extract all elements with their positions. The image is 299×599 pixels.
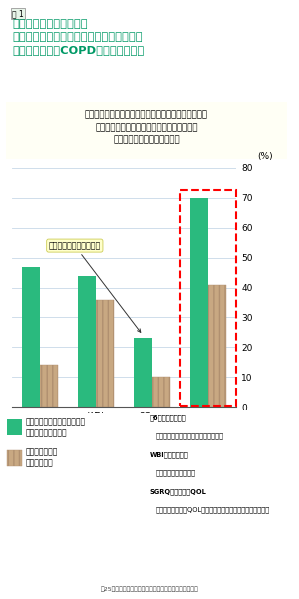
Text: 呼吸リハビりにおける、
ノルディック・ウォーキングと通常歩行の
改善率の比較（COPD患者さん対象）: 呼吸リハビりにおける、 ノルディック・ウォーキングと通常歩行の 改善率の比較（C… bbox=[12, 19, 144, 55]
Bar bbox=[78, 276, 96, 407]
Bar bbox=[7, 419, 22, 435]
Text: 通常歩行による
呼吸リハビリ: 通常歩行による 呼吸リハビリ bbox=[26, 447, 58, 468]
Bar bbox=[40, 365, 58, 407]
Bar bbox=[7, 450, 22, 465]
Text: ノルディック・ウォーキング
による呼吸リハビリ: ノルディック・ウォーキング による呼吸リハビリ bbox=[26, 417, 86, 437]
Bar bbox=[190, 198, 208, 407]
Text: ）6分間歩行距離：: ）6分間歩行距離： bbox=[150, 414, 186, 420]
Text: 下肢の運動機能を示す: 下肢の運動機能を示す bbox=[155, 470, 195, 476]
Text: 身体活動性が大きく向上: 身体活動性が大きく向上 bbox=[49, 241, 141, 332]
Bar bbox=[208, 285, 226, 407]
Text: ノルディック・ウォーキングを実施した患者さんは、
通常の歩行訓練を実施した患者さんに比べ、
すべての指標で改善率が高い: ノルディック・ウォーキングを実施した患者さんは、 通常の歩行訓練を実施した患者さ… bbox=[85, 110, 208, 145]
Text: 症状がどの程度、QOL（生活の質）に影響を及ぼすかを示す: 症状がどの程度、QOL（生活の質）に影響を及ぼすかを示す bbox=[155, 507, 269, 513]
Bar bbox=[152, 377, 170, 407]
Text: 「どれだけの運動ができるか」を示す: 「どれだけの運動ができるか」を示す bbox=[155, 432, 223, 439]
Text: 図 1: 図 1 bbox=[12, 9, 24, 18]
Text: (%): (%) bbox=[257, 152, 273, 161]
Bar bbox=[96, 300, 114, 407]
Text: 第25回日本呼吸ケア・リハビリテーション学会学術集会: 第25回日本呼吸ケア・リハビリテーション学会学術集会 bbox=[100, 586, 199, 592]
Bar bbox=[134, 338, 152, 407]
Text: WBI：跡伸展筋力: WBI：跡伸展筋力 bbox=[150, 451, 188, 458]
Text: SGRQ：健康関連QOL: SGRQ：健康関連QOL bbox=[150, 488, 206, 495]
Bar bbox=[180, 190, 236, 406]
Bar bbox=[22, 267, 40, 407]
